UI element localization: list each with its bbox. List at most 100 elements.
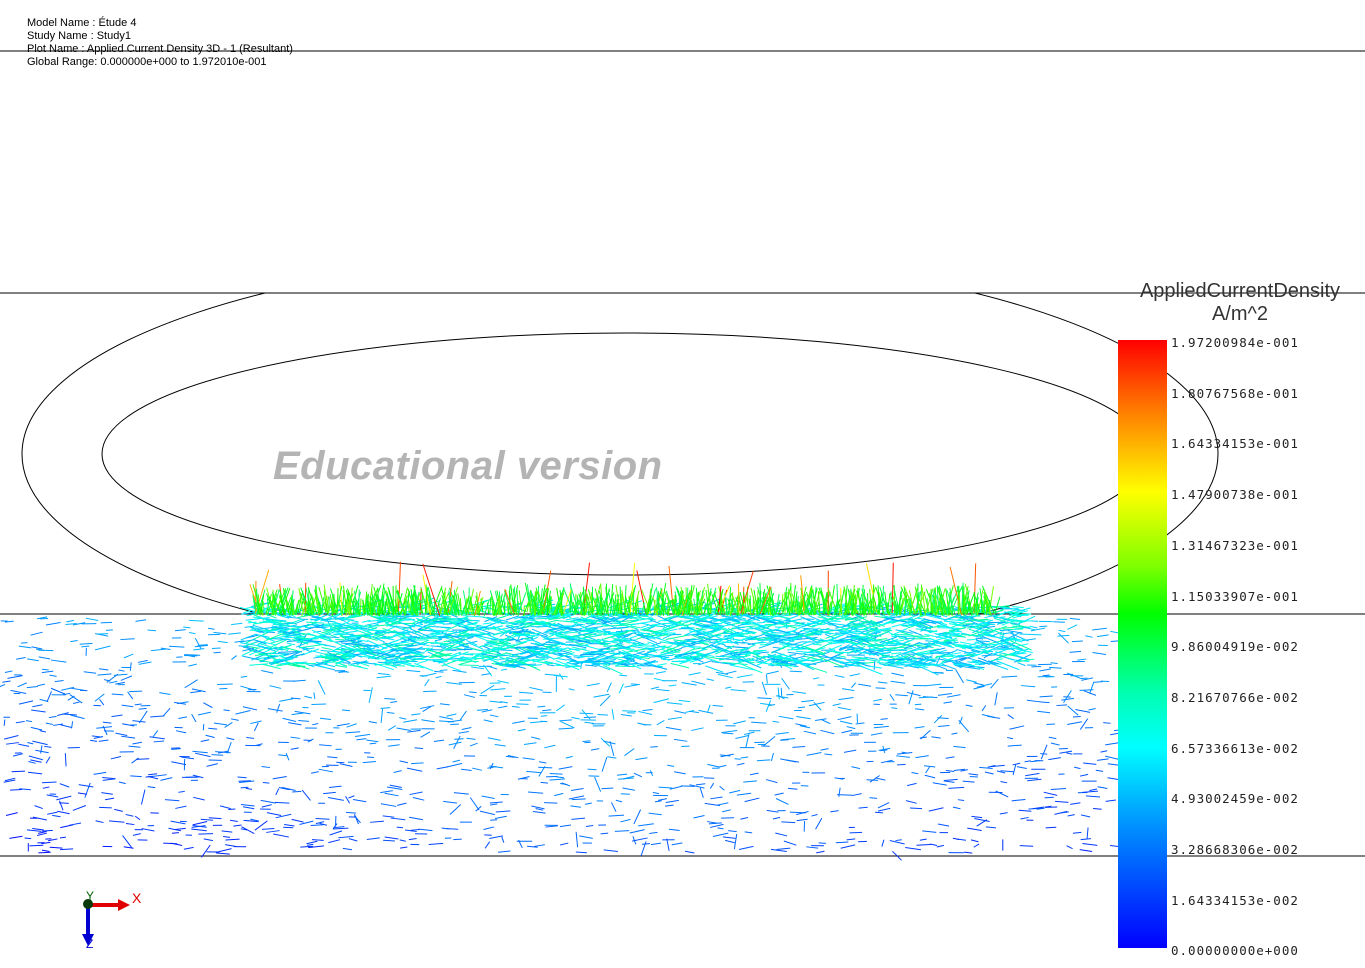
vector-arrow xyxy=(1032,806,1045,810)
vector-arrow xyxy=(263,628,285,633)
vector-arrow xyxy=(953,768,966,772)
vector-arrow xyxy=(453,735,461,749)
vector-arrow xyxy=(434,670,444,673)
vector-arrow xyxy=(916,648,939,654)
vector-arrow xyxy=(273,833,289,838)
vector-arrow xyxy=(225,844,237,847)
vector-arrow xyxy=(250,720,262,725)
vector-arrow xyxy=(558,613,571,619)
vector-arrow xyxy=(795,723,807,727)
vector-arrow xyxy=(953,663,975,667)
vector-arrow xyxy=(42,786,50,789)
vector-arrow xyxy=(448,741,462,746)
vector-arrow xyxy=(740,649,767,656)
vector-arrow xyxy=(459,656,479,660)
vector-arrow xyxy=(638,633,649,638)
vector-arrow xyxy=(878,747,891,751)
vector-arrow xyxy=(406,615,418,617)
vector-arrow xyxy=(948,786,965,789)
vector-arrow xyxy=(713,593,722,613)
vector-arrow xyxy=(581,619,596,623)
vector-arrow xyxy=(235,709,251,715)
vector-arrow xyxy=(266,593,274,613)
vector-arrow xyxy=(278,787,290,791)
vector-arrow xyxy=(110,756,122,760)
vector-arrow xyxy=(615,665,636,668)
vector-arrow xyxy=(714,645,735,655)
vector-arrow xyxy=(635,631,657,640)
vector-arrow xyxy=(101,792,113,795)
vector-arrow xyxy=(905,800,917,804)
vector-arrow xyxy=(1000,781,1008,784)
vector-arrow xyxy=(584,721,594,724)
vector-arrow xyxy=(531,628,549,637)
vector-arrow xyxy=(333,654,351,664)
vector-arrow xyxy=(957,645,973,648)
vector-arrow xyxy=(784,659,803,662)
vector-arrow xyxy=(262,654,280,657)
vector-arrow xyxy=(538,766,553,769)
vector-arrow xyxy=(840,844,856,849)
vector-arrow xyxy=(307,587,318,614)
vector-arrow xyxy=(658,591,660,616)
vector-arrow xyxy=(908,690,914,705)
vector-arrow xyxy=(412,797,425,801)
vector-arrow xyxy=(786,635,800,640)
vector-arrow xyxy=(718,586,726,613)
vector-arrow xyxy=(833,665,844,668)
vector-arrow xyxy=(458,660,473,666)
vector-arrow xyxy=(375,614,398,625)
vector-arrow xyxy=(896,755,911,758)
vector-arrow xyxy=(1001,619,1017,626)
vector-arrow xyxy=(497,705,508,709)
vector-arrow xyxy=(840,594,843,613)
vector-arrow xyxy=(717,827,724,830)
vector-arrow xyxy=(1013,648,1029,654)
vector-arrow xyxy=(138,661,152,665)
vector-arrow xyxy=(846,838,856,841)
vector-arrow xyxy=(678,627,690,630)
vector-arrow xyxy=(434,658,447,662)
vector-arrow xyxy=(894,635,907,639)
vector-arrow xyxy=(451,651,462,657)
vector-arrow xyxy=(555,660,580,671)
vector-arrow xyxy=(149,736,165,740)
vector-arrow xyxy=(647,595,652,613)
vector-arrow xyxy=(994,596,1001,615)
vector-arrow xyxy=(589,640,609,646)
vector-arrow xyxy=(422,705,432,713)
vector-arrow xyxy=(30,631,43,636)
vector-arrow xyxy=(698,660,713,666)
vector-arrow xyxy=(558,727,574,730)
vector-arrow xyxy=(293,597,302,615)
vector-arrow xyxy=(870,732,883,736)
vector-arrow xyxy=(421,719,435,723)
vector-arrow xyxy=(484,841,491,849)
vector-arrow xyxy=(629,829,645,834)
vector-arrow xyxy=(993,617,1009,624)
vector-arrow xyxy=(127,691,134,700)
vector-arrow xyxy=(276,661,299,667)
vector-arrow xyxy=(78,784,94,788)
vector-arrow xyxy=(345,622,364,630)
vector-arrow xyxy=(388,661,402,664)
vector-arrow xyxy=(603,588,610,616)
vector-arrow xyxy=(398,636,411,640)
vector-arrow xyxy=(399,653,410,656)
vector-arrow xyxy=(323,590,327,613)
vector-arrow xyxy=(707,587,717,614)
vector-arrow xyxy=(900,586,913,614)
vector-arrow xyxy=(1067,705,1079,716)
vector-arrow xyxy=(785,620,788,629)
vector-arrow xyxy=(924,774,936,779)
vector-arrow xyxy=(280,588,291,614)
vector-arrow xyxy=(973,682,984,686)
vector-arrow xyxy=(306,840,318,845)
vector-arrow xyxy=(529,589,534,613)
vector-arrow xyxy=(125,822,135,826)
vector-arrow xyxy=(306,621,325,624)
vector-arrow xyxy=(984,591,992,616)
vector-arrow xyxy=(406,669,421,673)
vector-arrow xyxy=(612,597,615,614)
vector-arrow xyxy=(1010,640,1032,651)
